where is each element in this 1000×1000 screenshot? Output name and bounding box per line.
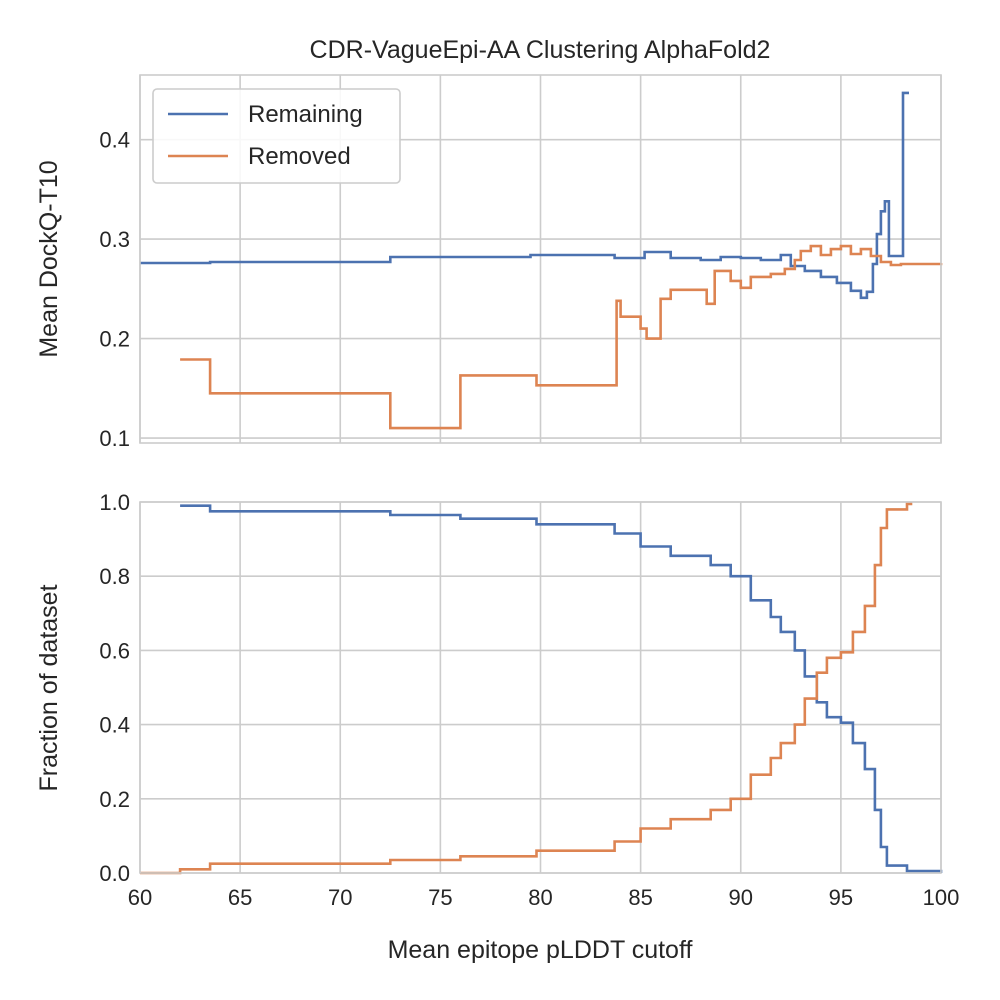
bottom-ytick-label: 1.0 [99, 490, 130, 515]
bottom-ytick-label: 0.8 [99, 564, 130, 589]
xtick-label: 95 [829, 885, 853, 910]
bottom-series [140, 502, 943, 875]
bottom-series-line-remaining [180, 504, 943, 873]
bottom-ytick-label: 0.0 [99, 861, 130, 886]
chart-title: CDR-VagueEpi-AA Clustering AlphaFold2 [310, 36, 771, 64]
top-panel: 0.1 0.2 0.3 0.4 CDR-VagueEpi-AA Clustering … [35, 36, 943, 451]
top-series-line-removed [180, 244, 943, 430]
xtick-label: 70 [328, 885, 352, 910]
top-yticks: 0.1 0.2 0.3 0.4 [99, 128, 130, 451]
x-axis-label: Mean epitope pLDDT cutoff [388, 936, 693, 964]
legend-label-removed: Removed [248, 143, 351, 170]
bottom-series-line-removed [140, 502, 913, 875]
bottom-y-axis-label: Fraction of dataset [35, 584, 63, 791]
top-axes-frame [139, 74, 942, 444]
bottom-grid [139, 501, 942, 874]
xtick-label: 60 [128, 885, 152, 910]
top-ytick-label: 0.3 [99, 227, 130, 252]
legend-label-remaining: Remaining [248, 101, 363, 128]
top-y-axis-label: Mean DockQ-T10 [35, 160, 63, 357]
bottom-ytick-label: 0.2 [99, 787, 130, 812]
xtick-label: 90 [729, 885, 753, 910]
xtick-label: 80 [528, 885, 552, 910]
legend-box [152, 88, 401, 184]
bottom-ytick-label: 0.6 [99, 638, 130, 663]
xtick-label: 85 [628, 885, 652, 910]
xtick-label: 65 [228, 885, 252, 910]
top-ytick-label: 0.2 [99, 327, 130, 352]
bottom-xticks: 60 65 70 75 80 85 90 95 100 [128, 885, 960, 910]
top-ytick-label: 0.4 [99, 128, 130, 153]
bottom-panel: 0.0 0.2 0.4 0.6 0.8 1.0 60 65 70 75 80 85 90 95 100 F… [35, 490, 959, 964]
bottom-ytick-label: 0.4 [99, 713, 130, 738]
top-series-line-remaining [140, 91, 909, 300]
top-series [140, 91, 943, 430]
xtick-label: 100 [923, 885, 960, 910]
bottom-yticks: 0.0 0.2 0.4 0.6 0.8 1.0 [99, 490, 130, 886]
top-ytick-label: 0.1 [99, 426, 130, 451]
xtick-label: 75 [428, 885, 452, 910]
bottom-axes-frame [139, 501, 942, 874]
legend: Remaining Removed [152, 88, 401, 184]
